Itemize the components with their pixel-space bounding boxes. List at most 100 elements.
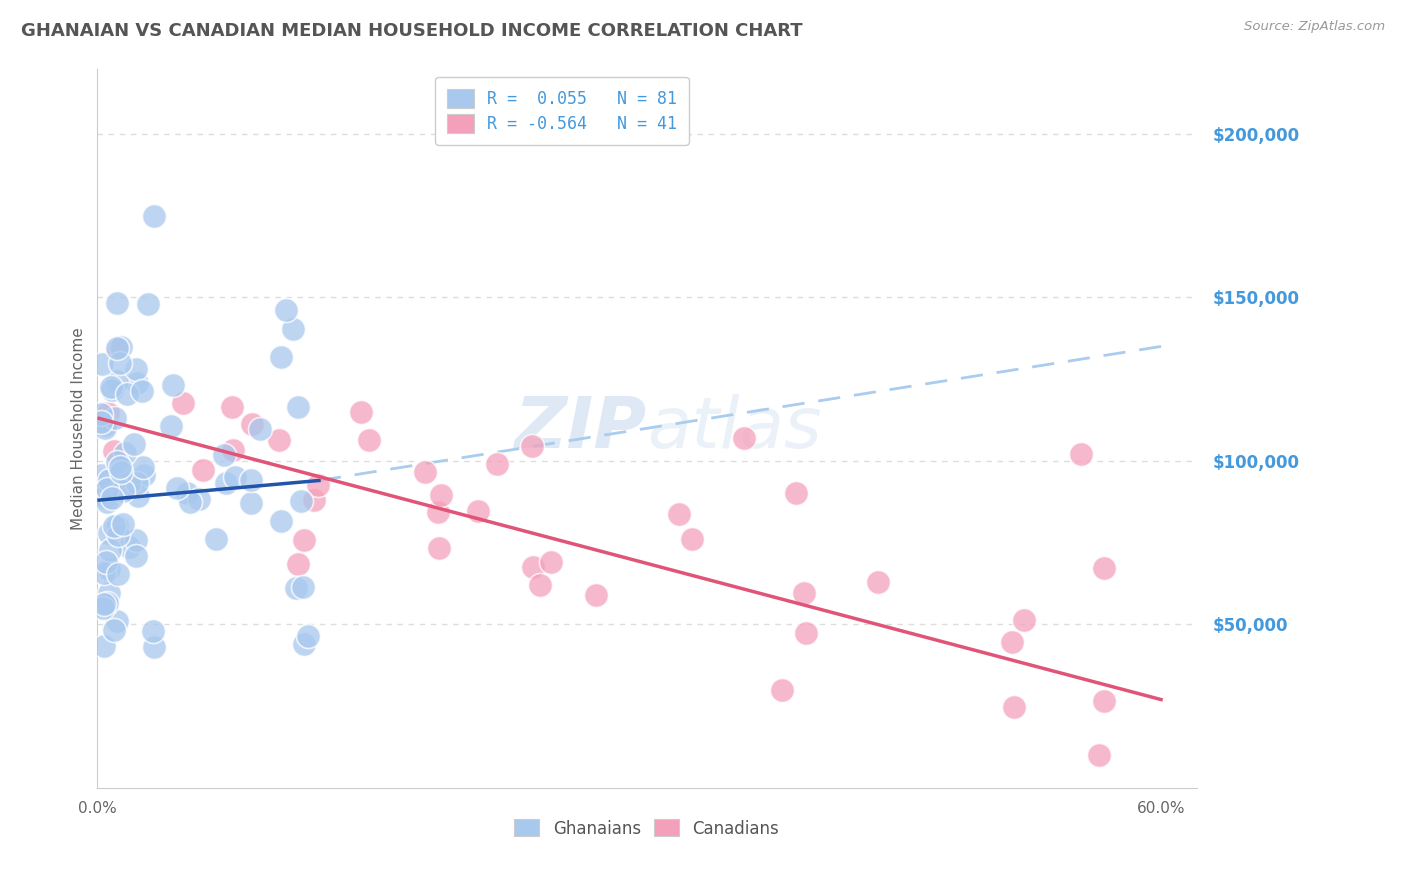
Point	[114, 445, 136, 459]
Point	[127, 489, 149, 503]
Point	[426, 505, 449, 519]
Point	[101, 383, 124, 397]
Point	[124, 533, 146, 548]
Point	[103, 624, 125, 638]
Point	[179, 495, 201, 509]
Point	[585, 589, 607, 603]
Point	[785, 485, 807, 500]
Point	[110, 465, 132, 479]
Point	[125, 376, 148, 391]
Text: GHANAIAN VS CANADIAN MEDIAN HOUSEHOLD INCOME CORRELATION CHART: GHANAIAN VS CANADIAN MEDIAN HOUSEHOLD IN…	[21, 22, 803, 40]
Point	[111, 484, 134, 499]
Point	[302, 492, 325, 507]
Point	[104, 410, 127, 425]
Point	[96, 495, 118, 509]
Point	[103, 443, 125, 458]
Point	[107, 527, 129, 541]
Point	[90, 467, 112, 482]
Point	[413, 466, 436, 480]
Point	[224, 470, 246, 484]
Point	[93, 639, 115, 653]
Point	[98, 473, 121, 487]
Point	[249, 422, 271, 436]
Point	[221, 401, 243, 415]
Point	[94, 418, 117, 433]
Point	[162, 378, 184, 392]
Point	[98, 562, 121, 576]
Point	[292, 637, 315, 651]
Text: ZIP: ZIP	[515, 393, 647, 463]
Point	[681, 533, 703, 547]
Point	[124, 549, 146, 564]
Point	[529, 578, 551, 592]
Point	[125, 362, 148, 376]
Point	[90, 357, 112, 371]
Point	[222, 443, 245, 458]
Point	[142, 624, 165, 639]
Point	[733, 431, 755, 445]
Point	[97, 406, 120, 420]
Point	[111, 516, 134, 531]
Point	[94, 556, 117, 570]
Legend: Ghanaians, Canadians: Ghanaians, Canadians	[508, 813, 786, 844]
Point	[794, 626, 817, 640]
Point	[105, 614, 128, 628]
Point	[132, 467, 155, 482]
Point	[1012, 613, 1035, 627]
Point	[287, 401, 309, 415]
Point	[1092, 561, 1115, 575]
Point	[110, 356, 132, 370]
Point	[107, 567, 129, 582]
Point	[866, 574, 889, 589]
Point	[240, 473, 263, 487]
Point	[96, 596, 118, 610]
Y-axis label: Median Household Income: Median Household Income	[72, 326, 86, 530]
Point	[1088, 748, 1111, 763]
Point	[101, 491, 124, 505]
Point	[98, 586, 121, 600]
Point	[90, 407, 112, 421]
Point	[98, 543, 121, 558]
Point	[115, 387, 138, 401]
Point	[159, 418, 181, 433]
Point	[105, 374, 128, 388]
Point	[1092, 694, 1115, 708]
Point	[131, 384, 153, 399]
Point	[267, 433, 290, 447]
Point	[350, 405, 373, 419]
Point	[270, 350, 292, 364]
Point	[292, 581, 315, 595]
Point	[125, 475, 148, 490]
Point	[429, 488, 451, 502]
Point	[107, 342, 129, 356]
Point	[107, 341, 129, 355]
Point	[427, 541, 450, 555]
Point	[118, 540, 141, 554]
Point	[287, 557, 309, 571]
Point	[105, 518, 128, 533]
Point	[122, 437, 145, 451]
Point	[770, 682, 793, 697]
Point	[136, 296, 159, 310]
Point	[270, 514, 292, 528]
Point	[143, 209, 166, 223]
Point	[522, 560, 544, 574]
Point	[94, 491, 117, 505]
Point	[1070, 447, 1092, 461]
Point	[105, 455, 128, 469]
Point	[668, 507, 690, 521]
Point	[297, 629, 319, 643]
Point	[520, 439, 543, 453]
Point	[215, 476, 238, 491]
Point	[307, 478, 329, 492]
Point	[103, 519, 125, 533]
Point	[96, 482, 118, 496]
Point	[1001, 635, 1024, 649]
Point	[212, 448, 235, 462]
Point	[467, 504, 489, 518]
Point	[193, 463, 215, 477]
Point	[357, 434, 380, 448]
Point	[132, 459, 155, 474]
Point	[205, 533, 228, 547]
Point	[1002, 700, 1025, 714]
